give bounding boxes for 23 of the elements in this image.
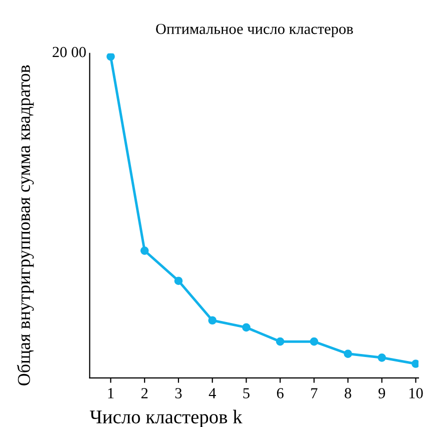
- x-tick-label: 5: [243, 388, 250, 398]
- text: 20 00: [52, 46, 86, 58]
- x-tick-label: 10: [409, 388, 423, 398]
- point: [140, 246, 149, 255]
- x-tick-label: 4: [208, 388, 216, 398]
- x-tick-label: 9: [378, 388, 386, 398]
- point: [310, 337, 318, 346]
- point: [242, 323, 250, 332]
- point: [378, 353, 386, 362]
- y-axis-title: Общая внутригрупповая сумма квадратов: [16, 65, 34, 386]
- point: [174, 276, 183, 286]
- point: [344, 350, 352, 358]
- x-tick-label: 1: [108, 388, 114, 398]
- x-tick-label: 3: [175, 388, 182, 398]
- x-tick-label: 2: [141, 388, 148, 398]
- x-tick-label: 6: [277, 388, 284, 398]
- chart-title: Оптимальное число кластеров: [156, 24, 353, 38]
- point: [208, 316, 217, 325]
- x-tick-label: 8: [344, 388, 352, 398]
- x-axis-title: Число кластеров k: [90, 410, 242, 427]
- x-tick-label: 7: [311, 388, 318, 398]
- point: [106, 53, 115, 61]
- point: [276, 337, 284, 346]
